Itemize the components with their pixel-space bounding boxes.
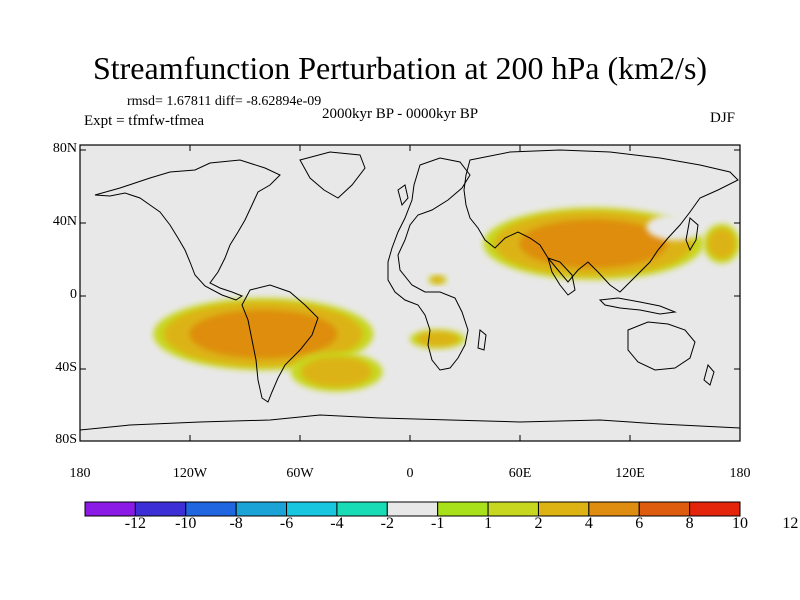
coast-japan — [685, 217, 699, 252]
lat-label-40n: 40N — [52, 214, 77, 229]
coast-australia — [627, 321, 696, 371]
colorbar-label: 8 — [685, 515, 694, 532]
contour-level — [80, 184, 190, 205]
anomaly-southern-ocean-low-west — [80, 375, 126, 409]
colorbar-box — [134, 501, 187, 517]
stats-text: rmsd= 1.67811 diff= -8.62894e-09 — [127, 94, 322, 109]
lat-label-40s: 40S — [55, 360, 77, 375]
anomaly-alaska-low — [80, 184, 190, 205]
contour-level — [646, 214, 706, 241]
colorbar-box — [537, 501, 590, 517]
season-text: DJF — [710, 110, 736, 126]
lat-tick-marks — [80, 149, 740, 442]
colorbar-label: 12 — [782, 515, 799, 532]
contour-level — [416, 331, 459, 347]
lon-label-180w: 180 — [69, 466, 91, 481]
lon-label-120e: 120E — [615, 466, 645, 481]
anomaly-australia-small-low — [666, 330, 722, 371]
colorbar-label: 2 — [534, 515, 543, 532]
contour-level — [80, 238, 132, 266]
coast-india — [547, 257, 576, 296]
anomaly-south-pacific-low — [80, 314, 123, 354]
colorbar-label: 6 — [635, 515, 644, 532]
anomaly-north-atlantic-low — [199, 220, 401, 267]
colorbar-box — [336, 501, 388, 517]
colorbar-box — [185, 501, 237, 517]
anomaly-field — [80, 184, 740, 409]
anomaly-asia-high — [483, 207, 704, 280]
lat-label-80n: 80N — [52, 141, 77, 156]
lat-label-0: 0 — [70, 287, 77, 302]
anomaly-indian-ocean-low — [419, 297, 676, 371]
coast-europe-africa — [387, 157, 471, 371]
contour-level — [189, 309, 338, 359]
anomaly-north-atlantic-small-low — [355, 212, 392, 226]
anomaly-south-america-high — [153, 297, 374, 371]
colorbar-box — [386, 501, 439, 517]
plot-title: Streamfunction Perturbation at 200 hPa (… — [92, 50, 708, 86]
experiment-text: Expt = tfmfw-tfmea — [84, 113, 205, 129]
colorbar-label: -8 — [229, 515, 243, 532]
colorbar-label: 1 — [484, 515, 493, 532]
contour-level — [666, 330, 722, 371]
colorbar-box — [638, 501, 691, 517]
coast-antarctica — [80, 414, 740, 431]
colorbar-label: -2 — [380, 515, 394, 532]
lon-label-0: 0 — [406, 466, 414, 481]
contour-level — [666, 375, 740, 409]
colorbar-box — [286, 501, 338, 517]
lon-label-60e: 60E — [508, 466, 532, 481]
coastlines — [80, 149, 740, 431]
coast-indonesia — [598, 297, 677, 315]
colorbar-box — [689, 501, 741, 517]
coast-south-america — [241, 284, 319, 403]
colorbar-label: -10 — [175, 515, 197, 532]
colorbar-label: 4 — [584, 515, 593, 532]
anomaly-east-asia-low — [703, 223, 740, 264]
coast-greenland — [299, 151, 366, 199]
contour-level — [199, 220, 401, 267]
colorbar-box — [84, 501, 136, 517]
colorbar-label: 10 — [732, 515, 748, 532]
colorbar-box — [588, 501, 640, 517]
lon-label-60w: 60W — [286, 466, 314, 481]
colorbar-label: -4 — [330, 515, 344, 532]
lat-label-80s: 80S — [55, 432, 77, 447]
coast-asia — [463, 149, 739, 293]
colorbar-label: -12 — [124, 515, 147, 532]
contour-level — [419, 297, 676, 371]
contour-level — [355, 212, 392, 226]
anomaly-southern-ocean-low-east — [666, 375, 740, 409]
anomaly-south-africa-high — [410, 329, 465, 349]
contour-level — [80, 375, 126, 409]
colorbar-box — [437, 501, 489, 517]
lon-label-120w: 120W — [172, 466, 208, 481]
contour-level — [80, 314, 123, 354]
coast-north-america — [94, 159, 281, 301]
anomaly-africa-small-high — [428, 274, 447, 285]
coast-new-zealand — [703, 363, 715, 386]
lon-tick-marks — [79, 145, 741, 441]
colorbar-label: -6 — [279, 515, 294, 532]
colorbar-box — [487, 501, 539, 517]
colorbar-label: -1 — [431, 515, 445, 532]
colorbar — [84, 501, 741, 517]
colorbar-box — [235, 501, 288, 517]
anomaly-japan-low — [646, 214, 706, 241]
contour-level — [519, 219, 668, 269]
contour-level — [301, 356, 373, 388]
period-text: 2000kyr BP - 0000kyr BP — [322, 106, 479, 122]
coast-madagascar — [477, 329, 487, 351]
anomaly-south-atlantic-high — [290, 352, 383, 392]
contour-level — [707, 228, 736, 259]
anomaly-east-pacific-low — [80, 238, 132, 266]
coast-uk — [397, 184, 409, 207]
contour-level — [430, 276, 445, 284]
lon-label-180e: 180 — [729, 466, 751, 481]
